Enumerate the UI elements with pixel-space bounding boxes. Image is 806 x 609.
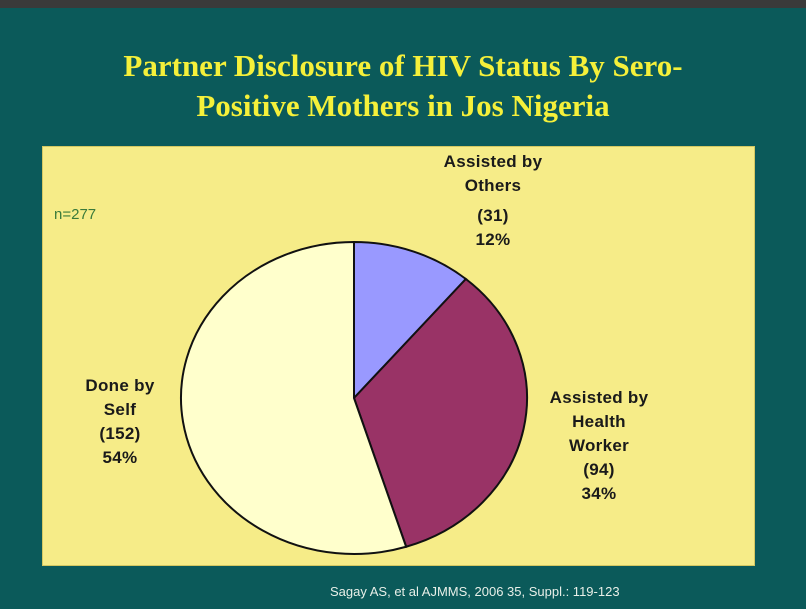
label-line: Assisted by [443,152,543,171]
title-line-1: Partner Disclosure of HIV Status By Sero… [123,48,683,83]
slice-assisted-by-health-worker [352,277,528,548]
sample-size-label: n=277 [54,206,97,223]
label-line: Worker [568,436,630,455]
label-line: Done by [85,376,155,395]
label-line: Assisted by [549,388,649,407]
label-count: (152) [99,424,141,443]
slice-assisted-by-others [353,240,468,401]
source-citation: Sagay AS, et al AJMMS, 2006 35, Suppl.: … [330,584,620,599]
label-assisted-by-health-worker: Assisted by Health Worker (94) 34% [526,386,672,506]
label-count: (31) [477,206,509,225]
label-percent: 54% [102,448,138,467]
slice-done-by-self [179,240,408,555]
label-assisted-by-others: Assisted by Others (31) 12% [418,150,568,252]
label-line: Health [572,412,626,431]
label-line: Others [464,176,522,195]
slide-title: Partner Disclosure of HIV Status By Sero… [40,46,766,126]
label-percent: 34% [581,484,617,503]
label-percent: 12% [475,230,511,249]
title-line-2: Positive Mothers in Jos Nigeria [196,88,610,123]
label-done-by-self: Done by Self (152) 54% [60,374,180,470]
label-line: Self [103,400,137,419]
top-bar [0,0,806,8]
label-count: (94) [583,460,615,479]
